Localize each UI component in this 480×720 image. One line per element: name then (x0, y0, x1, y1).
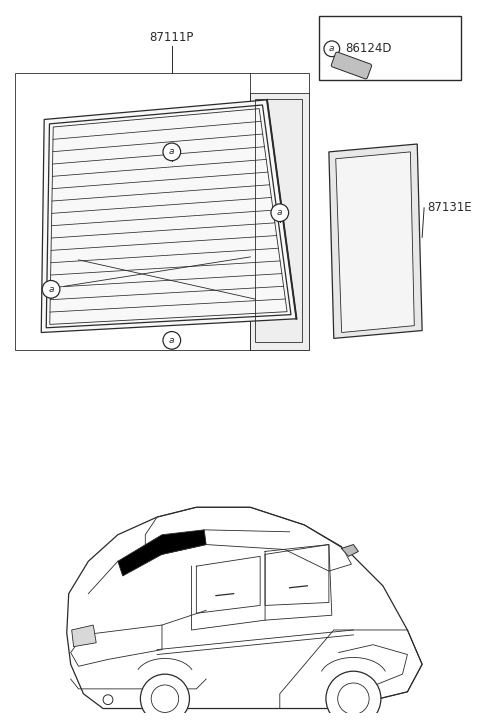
Polygon shape (342, 544, 359, 557)
Polygon shape (251, 93, 309, 350)
Polygon shape (329, 144, 422, 338)
Circle shape (42, 281, 60, 298)
Text: a: a (169, 336, 175, 345)
Bar (255, 99, 302, 342)
Text: 87111P: 87111P (150, 32, 194, 45)
Circle shape (324, 41, 340, 57)
Circle shape (271, 204, 288, 222)
Polygon shape (41, 100, 297, 333)
Text: a: a (329, 45, 335, 53)
Bar (319, 17, 461, 80)
Circle shape (163, 143, 180, 161)
Polygon shape (118, 530, 206, 576)
Polygon shape (72, 625, 96, 647)
Bar (15, 73, 309, 350)
Text: a: a (277, 208, 283, 217)
Text: a: a (169, 148, 175, 156)
Circle shape (140, 674, 190, 720)
Text: a: a (48, 285, 54, 294)
FancyBboxPatch shape (331, 52, 372, 79)
Text: 87131E: 87131E (427, 202, 472, 215)
Circle shape (163, 331, 180, 349)
Circle shape (326, 671, 381, 720)
Polygon shape (336, 152, 414, 333)
Text: 86124D: 86124D (345, 42, 391, 55)
